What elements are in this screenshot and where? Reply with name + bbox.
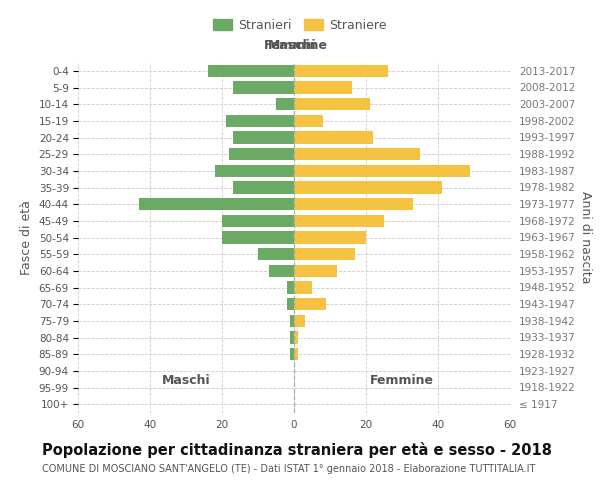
Bar	[294, 114, 323, 127]
Bar	[294, 348, 298, 360]
Legend: Stranieri, Straniere: Stranieri, Straniere	[208, 14, 392, 37]
Bar	[233, 181, 294, 194]
Bar	[294, 148, 420, 160]
Bar	[269, 264, 294, 277]
Bar	[139, 198, 294, 210]
Y-axis label: Anni di nascita: Anni di nascita	[580, 191, 592, 284]
Bar	[294, 64, 388, 77]
Bar	[222, 214, 294, 227]
Y-axis label: Fasce di età: Fasce di età	[20, 200, 33, 275]
Bar	[226, 114, 294, 127]
Bar	[294, 248, 355, 260]
Text: Femmine: Femmine	[264, 39, 328, 52]
Bar	[215, 164, 294, 177]
Bar	[294, 198, 413, 210]
Bar	[276, 98, 294, 110]
Bar	[294, 331, 298, 344]
Bar	[287, 298, 294, 310]
Bar	[294, 298, 326, 310]
Bar	[294, 81, 352, 94]
Bar	[294, 214, 384, 227]
Bar	[294, 181, 442, 194]
Text: COMUNE DI MOSCIANO SANT'ANGELO (TE) - Dati ISTAT 1° gennaio 2018 - Elaborazione : COMUNE DI MOSCIANO SANT'ANGELO (TE) - Da…	[42, 464, 535, 474]
Text: Maschi: Maschi	[268, 39, 317, 52]
Bar	[294, 98, 370, 110]
Bar	[208, 64, 294, 77]
Bar	[258, 248, 294, 260]
Bar	[233, 131, 294, 144]
Bar	[290, 348, 294, 360]
Bar	[222, 231, 294, 244]
Bar	[290, 314, 294, 327]
Bar	[229, 148, 294, 160]
Bar	[287, 281, 294, 293]
Bar	[294, 164, 470, 177]
Text: Femmine: Femmine	[370, 374, 434, 387]
Bar	[290, 331, 294, 344]
Bar	[294, 264, 337, 277]
Text: Popolazione per cittadinanza straniera per età e sesso - 2018: Popolazione per cittadinanza straniera p…	[42, 442, 552, 458]
Bar	[294, 281, 312, 293]
Bar	[294, 231, 366, 244]
Bar	[294, 314, 305, 327]
Bar	[233, 81, 294, 94]
Bar	[294, 131, 373, 144]
Text: Maschi: Maschi	[161, 374, 211, 387]
